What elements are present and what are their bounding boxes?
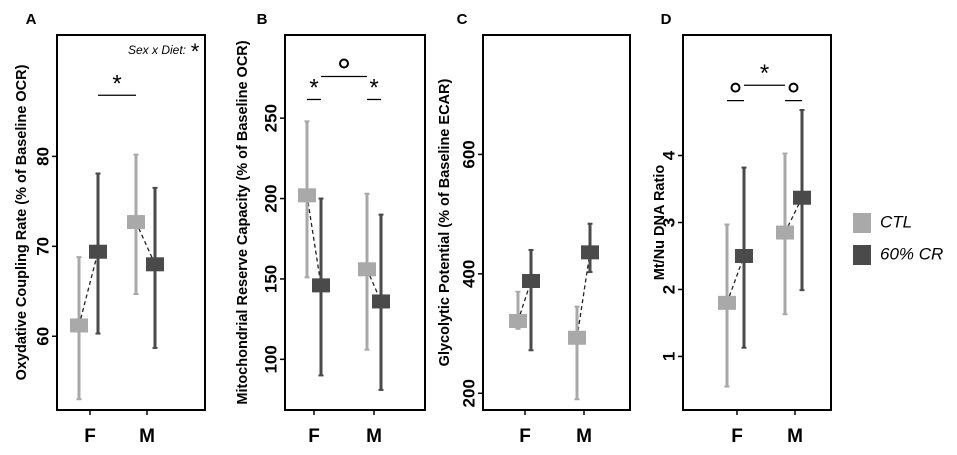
significance-symbol [339,58,349,69]
interaction-symbol: * [191,39,200,64]
data-point-ctl [127,215,145,230]
x-tick-label: F [84,426,96,447]
x-tick-label: F [519,426,531,447]
x-tick-label: M [576,426,592,447]
data-point-cr [581,245,599,260]
panel-letter: C [457,11,468,28]
data-point-ctl [568,330,586,345]
data-point-cr [146,257,164,272]
data-point-cr [372,294,390,309]
y-axis-label: Mt/Nu DNA Ratio [652,165,668,281]
data-point-ctl [358,262,376,277]
legend-item: CTL [853,212,912,233]
y-tick-label: 600 [459,140,478,168]
data-point-cr [312,278,330,293]
y-tick-label: 200 [459,379,478,407]
y-axis-label: Mitochondrial Reserve Capacity (% of Bas… [235,40,251,404]
data-point-cr [793,190,811,205]
data-point-ctl [776,225,794,240]
data-point-cr [735,248,753,263]
plot-frame [482,34,631,411]
significance-symbol: * [112,70,121,97]
panel-letter: B [257,11,268,28]
significance-symbol [730,82,741,93]
y-tick-label: 250 [261,104,280,132]
y-tick-label: 100 [261,345,280,373]
y-tick-label: 80 [33,147,52,166]
y-tick-label: 4 [659,150,678,160]
legend: CTL 60% CR [853,212,943,265]
dashed-connector [576,252,591,338]
dashed-connector [135,221,156,265]
y-tick-label: 70 [33,237,52,256]
panel-d: D 1 2 3 4 Mt/Nu DNA Ratio F M * [652,11,832,447]
data-point-cr [89,244,107,259]
panel-letter: A [26,11,37,28]
y-tick-label: 200 [261,184,280,212]
legend-swatch [853,245,871,265]
plot-frame [56,34,206,411]
significance-symbol: * [760,60,769,87]
panel-b: B 100 150 200 250 Mitochondrial Reserve Capac… [235,11,426,447]
data-point-ctl [298,188,316,203]
dashed-connector [306,195,322,286]
significance-symbol: * [369,74,378,101]
legend-label: 60% CR [880,244,943,263]
y-tick-label: 150 [261,265,280,293]
y-axis-label: Oxydative Coupling Rate (% of Baseline O… [14,64,30,380]
x-tick-label: F [308,426,320,447]
data-point-ctl [70,318,88,333]
x-tick-label: M [366,426,382,447]
dashed-connector [726,255,745,304]
plot-frame [284,34,426,411]
x-tick-label: M [139,426,155,447]
data-point-cr [522,274,540,289]
plot-frame [682,34,832,411]
data-point-ctl [718,295,736,310]
panel-letter: D [661,11,672,28]
panel-c: C 200 400 600 Glycolytic Potential (% of Bas… [437,11,631,447]
legend-item: 60% CR [853,244,943,265]
y-tick-label: 2 [659,285,678,294]
legend-swatch [853,213,871,233]
y-tick-label: 400 [459,260,478,288]
y-tick-label: 60 [33,327,52,346]
legend-label: CTL [880,212,912,231]
significance-symbol [788,82,799,93]
y-tick-label: 1 [659,352,678,361]
significance-symbol: * [309,74,318,101]
interaction-label: Sex x Diet: [128,43,186,57]
x-tick-label: M [787,426,803,447]
data-point-ctl [509,314,527,329]
x-tick-label: F [731,426,743,447]
y-axis-label: Glycolytic Potential (% of Baseline ECAR… [437,79,453,367]
dashed-connector [78,251,99,326]
y-tick-label: 3 [659,218,678,227]
